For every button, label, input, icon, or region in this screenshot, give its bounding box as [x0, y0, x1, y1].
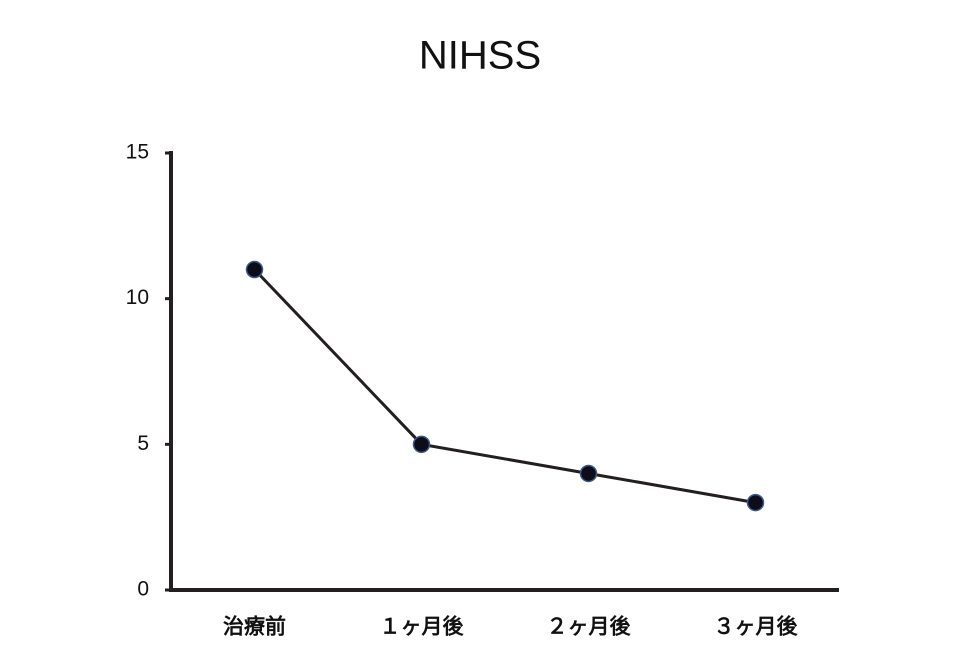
- line: [253, 268, 756, 505]
- y-tick-label: 15: [126, 141, 149, 164]
- chart-title: NIHSS: [419, 34, 541, 78]
- marker: [579, 464, 598, 483]
- marker: [245, 260, 264, 279]
- marker: [746, 493, 765, 512]
- x-tick-label: １ヶ月後: [380, 615, 465, 639]
- y-tick-label: 0: [137, 578, 149, 601]
- x-tick-label: 治療前: [223, 615, 286, 639]
- x-tick-label: ２ヶ月後: [547, 615, 632, 639]
- y-tick-label: 10: [126, 286, 149, 309]
- x-tick-label: ３ヶ月後: [714, 615, 799, 639]
- marker: [412, 435, 431, 454]
- y-tick-label: 5: [137, 432, 149, 455]
